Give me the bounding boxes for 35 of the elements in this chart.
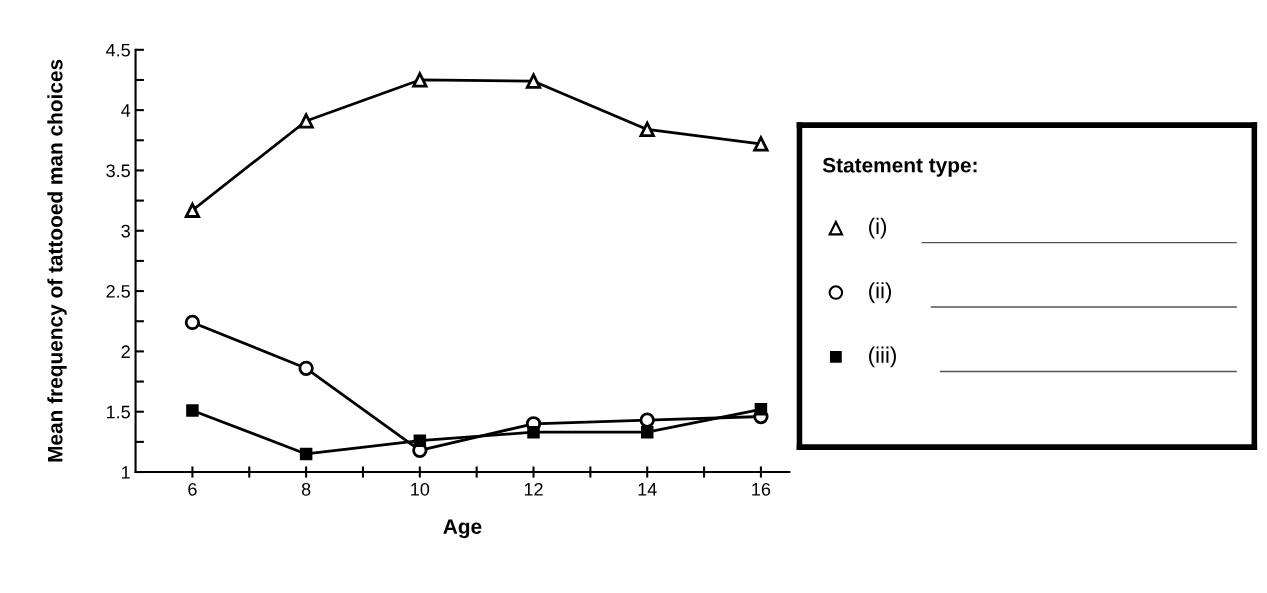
y-tick-label: 4 <box>121 104 131 117</box>
point <box>298 113 314 129</box>
point <box>753 136 769 152</box>
y-tick-label: 2.5 <box>106 285 130 298</box>
point <box>639 412 655 428</box>
y-tick-label: 3 <box>121 224 130 238</box>
x-tick-label: 10 <box>411 482 430 496</box>
y-tick-label: 4.5 <box>106 43 130 57</box>
point <box>527 425 540 439</box>
y-tick-label: 1.5 <box>106 405 130 419</box>
x-axis-title: Age <box>443 519 482 539</box>
point <box>186 404 199 417</box>
point <box>412 72 428 88</box>
point <box>640 425 654 439</box>
x-tick-label: 12 <box>524 482 543 496</box>
x-tick-label: 6 <box>188 482 197 496</box>
point <box>754 403 768 416</box>
y-axis-title: Mean frequency of tattooed man choices <box>47 59 67 462</box>
x-tick-label: 16 <box>752 482 771 496</box>
point <box>525 71 542 89</box>
legend-label: (ii) <box>869 282 891 303</box>
x-tick-label: 8 <box>301 482 311 496</box>
y-tick-label: 1 <box>122 466 130 479</box>
y-tick-label: 2 <box>121 345 130 358</box>
point <box>299 447 313 461</box>
legend-label: (iii) <box>869 346 896 368</box>
x-tick-label: 14 <box>638 483 657 496</box>
point <box>184 314 201 331</box>
y-tick-label: 3.5 <box>106 164 130 178</box>
point <box>184 202 201 218</box>
legend-title: Statement type: <box>822 157 977 177</box>
point <box>413 434 427 447</box>
point <box>298 360 314 376</box>
legend-label: (i) <box>869 217 887 239</box>
point <box>639 121 655 138</box>
